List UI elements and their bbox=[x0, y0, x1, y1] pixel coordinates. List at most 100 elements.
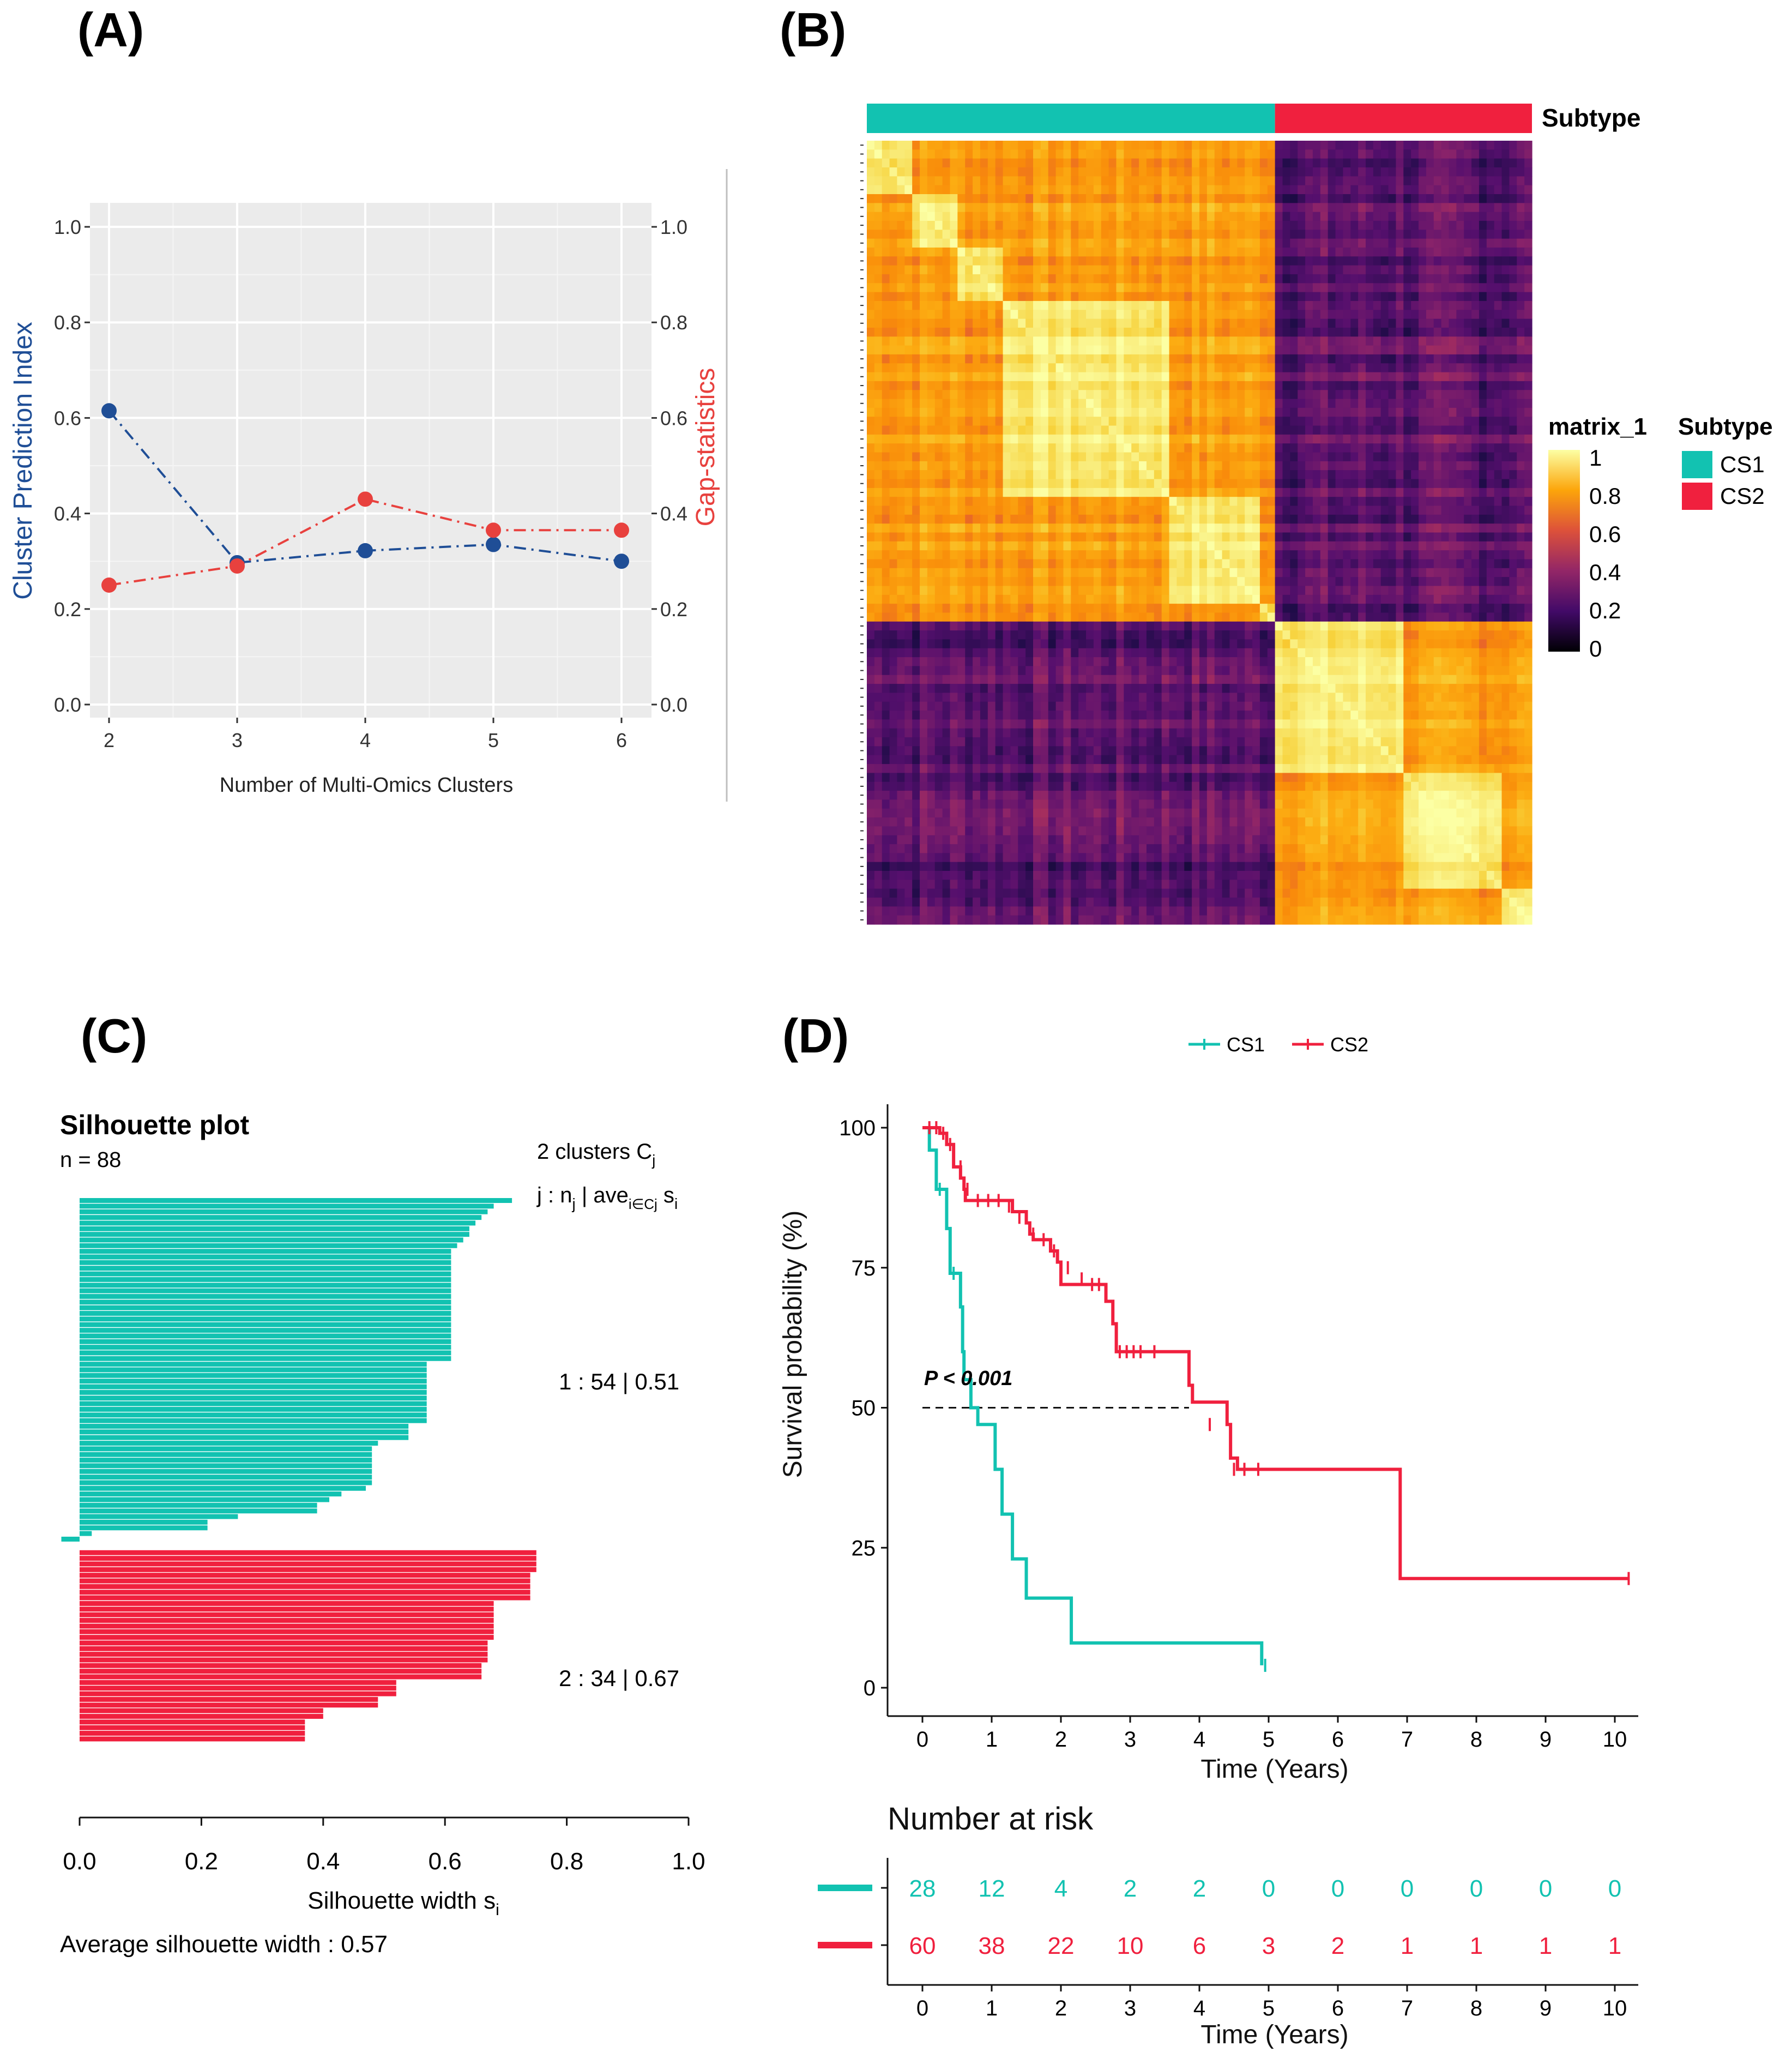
panel-b-heatmap-cell bbox=[1078, 318, 1087, 328]
panel-b-heatmap-cell bbox=[1003, 292, 1011, 302]
panel-b-heatmap-cell bbox=[1131, 407, 1139, 417]
panel-b-heatmap-cell bbox=[1282, 568, 1290, 577]
panel-b-heatmap-cell bbox=[1245, 407, 1253, 417]
panel-b-heatmap-cell bbox=[1086, 568, 1094, 577]
panel-b-heatmap-cell bbox=[889, 559, 898, 569]
panel-b-heatmap-cell bbox=[1426, 336, 1434, 346]
panel-b-heatmap-cell bbox=[1025, 318, 1034, 328]
panel-b-heatmap-cell bbox=[934, 300, 943, 310]
panel-b-heatmap-cell bbox=[1154, 461, 1162, 471]
panel-b-heatmap-cell bbox=[927, 532, 936, 542]
panel-b-heatmap-cell bbox=[1524, 336, 1532, 346]
panel-b-heatmap-cell bbox=[927, 318, 936, 328]
panel-b-heatmap-cell bbox=[1245, 345, 1253, 355]
panel-b-heatmap-cell bbox=[1018, 470, 1026, 480]
panel-b-heatmap-cell bbox=[1161, 185, 1170, 195]
panel-b-heatmap-cell bbox=[1078, 479, 1087, 489]
panel-b-heatmap-cell bbox=[1139, 568, 1147, 577]
panel-b-heatmap-cell bbox=[1411, 247, 1419, 257]
panel-b-heatmap-cell bbox=[965, 586, 973, 595]
panel-b-heatmap-cell bbox=[950, 247, 958, 257]
panel-b-heatmap-cell bbox=[889, 434, 898, 444]
panel-b-heatmap-cell bbox=[1259, 158, 1268, 168]
panel-b-heatmap-cell bbox=[1358, 559, 1366, 569]
panel-b-heatmap-cell bbox=[995, 390, 1004, 400]
panel-b-heatmap-cell bbox=[1471, 514, 1480, 524]
panel-b-heatmap-cell bbox=[995, 461, 1004, 471]
panel-b-heatmap-cell bbox=[1328, 185, 1336, 195]
panel-b-heatmap-cell bbox=[1328, 230, 1336, 239]
panel-b-heatmap-cell bbox=[1282, 256, 1290, 266]
panel-b-heatmap-cell bbox=[1426, 604, 1434, 613]
panel-b-heatmap-cell bbox=[1063, 604, 1071, 613]
panel-b-heatmap-cell bbox=[1320, 327, 1329, 337]
panel-b-heatmap-cell bbox=[1396, 514, 1404, 524]
panel-b-heatmap-cell bbox=[1509, 577, 1517, 587]
panel-b-heatmap-cell bbox=[1486, 612, 1495, 622]
panel-b-heatmap-cell bbox=[1388, 443, 1397, 453]
panel-b-heatmap-cell bbox=[1433, 514, 1442, 524]
panel-b-heatmap-cell bbox=[1146, 238, 1155, 248]
panel-b-heatmap-cell bbox=[867, 604, 875, 613]
panel-b-heatmap-cell bbox=[1055, 372, 1064, 382]
panel-b-heatmap-cell bbox=[1509, 594, 1517, 604]
panel-b-heatmap-cell bbox=[1486, 220, 1495, 230]
panel-b-heatmap-cell bbox=[1259, 318, 1268, 328]
panel-b-heatmap-cell bbox=[1441, 176, 1450, 186]
panel-b-heatmap-cell bbox=[1328, 203, 1336, 213]
panel-b-heatmap-cell bbox=[1464, 407, 1472, 417]
panel-b-heatmap-cell bbox=[867, 176, 875, 186]
panel-b-heatmap-cell bbox=[889, 586, 898, 595]
panel-b-heatmap-cell bbox=[1373, 354, 1381, 364]
panel-b-heatmap-cell bbox=[927, 461, 936, 471]
panel-b-heatmap-cell bbox=[1116, 621, 1124, 631]
panel-b-heatmap-cell bbox=[1441, 220, 1450, 230]
panel-b-heatmap-cell bbox=[1259, 194, 1268, 203]
panel-b-heatmap-cell bbox=[995, 594, 1004, 604]
panel-b-heatmap-cell bbox=[1206, 425, 1215, 435]
panel-b-heatmap-cell bbox=[1124, 230, 1132, 239]
panel-b-heatmap-cell bbox=[1184, 390, 1192, 400]
panel-b-heatmap-cell bbox=[1245, 443, 1253, 453]
panel-b-heatmap-cell bbox=[987, 577, 996, 587]
panel-b-heatmap-cell bbox=[1010, 167, 1018, 177]
panel-b-heatmap-cell bbox=[1010, 381, 1018, 390]
panel-b-heatmap-cell bbox=[1033, 381, 1041, 390]
panel-b-heatmap-cell bbox=[934, 541, 943, 551]
panel-b-heatmap-cell bbox=[1116, 220, 1124, 230]
panel-b-heatmap-cell bbox=[897, 158, 905, 168]
panel-b-heatmap-cell bbox=[1003, 523, 1011, 533]
panel-b-heatmap-cell bbox=[1358, 265, 1366, 275]
panel-b-heatmap-cell bbox=[942, 363, 951, 373]
panel-b-heatmap-cell bbox=[987, 372, 996, 382]
panel-b-heatmap-cell bbox=[1479, 612, 1487, 622]
panel-b-heatmap-cell bbox=[1366, 443, 1374, 453]
panel-b-heatmap-cell bbox=[1350, 532, 1359, 542]
panel-b-heatmap-cell bbox=[897, 443, 905, 453]
panel-b-heatmap-cell bbox=[1063, 541, 1071, 551]
panel-b-heatmap-cell bbox=[1245, 381, 1253, 390]
panel-b-heatmap-cell bbox=[1426, 238, 1434, 248]
panel-b-heatmap-cell bbox=[1055, 247, 1064, 257]
panel-b-heatmap-cell bbox=[1018, 399, 1026, 408]
panel-b-heatmap-cell bbox=[1524, 612, 1532, 622]
panel-b-heatmap-cell bbox=[1214, 390, 1223, 400]
panel-b-heatmap-cell bbox=[1146, 514, 1155, 524]
panel-b-heatmap-cell bbox=[1282, 203, 1290, 213]
panel-b-heatmap-cell bbox=[1071, 372, 1079, 382]
panel-b-heatmap-cell bbox=[904, 345, 913, 355]
panel-b-heatmap-cell bbox=[1169, 621, 1178, 631]
panel-b-heatmap-cell bbox=[1131, 390, 1139, 400]
panel-b-heatmap-cell bbox=[1010, 363, 1018, 373]
panel-b-heatmap-cell bbox=[1320, 176, 1329, 186]
panel-b-heatmap-cell bbox=[1358, 612, 1366, 622]
panel-b-heatmap-cell bbox=[1078, 604, 1087, 613]
panel-b-heatmap-cell bbox=[1464, 417, 1472, 426]
panel-b-heatmap-cell bbox=[1237, 363, 1245, 373]
panel-b-heatmap-cell bbox=[973, 292, 981, 302]
panel-b-heatmap-cell bbox=[1358, 523, 1366, 533]
panel-b-heatmap-cell bbox=[1441, 594, 1450, 604]
panel-b-heatmap-cell bbox=[1388, 514, 1397, 524]
panel-b-heatmap-cell bbox=[1441, 586, 1450, 595]
panel-b-heatmap-cell bbox=[882, 274, 890, 284]
